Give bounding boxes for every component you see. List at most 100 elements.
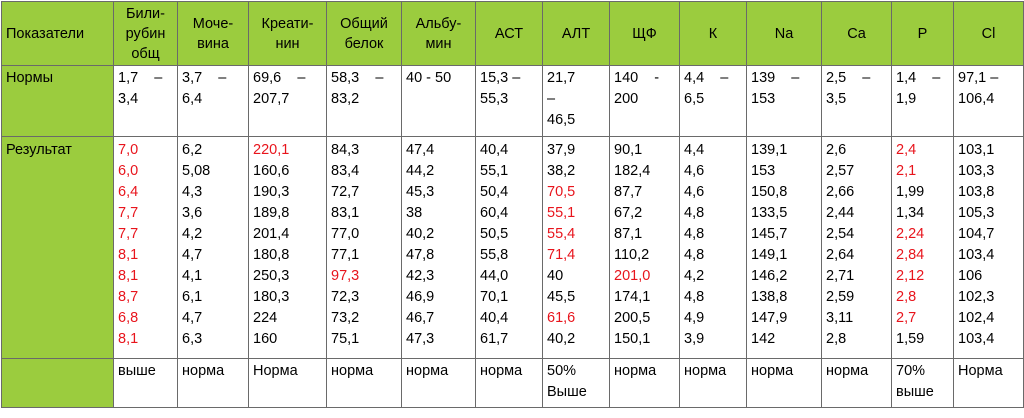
result-value: 40 — [547, 268, 564, 284]
conclusion-cell: норма — [821, 358, 892, 408]
result-cell: 2,4 2,1 1,99 1,34 2,24 2,84 2,12 2,8 2,7 1,59 — [891, 136, 954, 359]
result-value: 77,1 — [331, 247, 360, 263]
result-value-abnormal: 70,5 — [547, 184, 576, 200]
norm-cell: 1,7 – 3,4 — [113, 65, 178, 137]
result-value: 201,4 — [253, 226, 290, 242]
result-value-abnormal: 8,1 — [118, 247, 139, 263]
result-value: 83,1 — [331, 205, 360, 221]
result-cell: 47,4 44,2 45,3 38 40,2 47,8 42,3 46,9 46,7 47,3 — [401, 136, 476, 359]
header-row: Показатели Били- рубин общ Моче- вина Креа… — [1, 1, 1024, 66]
column-header-text: Na — [774, 25, 794, 42]
result-value-abnormal: 61,6 — [547, 310, 576, 326]
column-header: К — [679, 1, 747, 66]
result-value: 2,44 — [826, 205, 855, 221]
conclusion-cell-text: норма — [331, 363, 374, 379]
result-value: 133,5 — [751, 205, 788, 221]
result-value: 75,1 — [331, 331, 360, 347]
column-header: P — [891, 1, 954, 66]
result-value: 160 — [253, 331, 278, 347]
column-header: Моче- вина — [177, 1, 249, 66]
result-cell: 103,1 103,3 103,8 105,3 104,7 103,4 106 102,3 10… — [953, 136, 1024, 359]
norm-cell: 97,1 – 106,4 — [953, 65, 1024, 137]
conclusion-cell: Норма — [953, 358, 1024, 408]
conclusion-cell-text: норма — [480, 363, 523, 379]
result-value: 47,3 — [406, 331, 435, 347]
column-header-text: P — [917, 25, 928, 42]
norm-cell-text: 1,7 – 3,4 — [118, 70, 163, 107]
result-value-abnormal: 2,84 — [896, 247, 925, 263]
norm-cell: 140 - 200 — [609, 65, 680, 137]
norm-cell: 139 – 153 — [746, 65, 822, 137]
result-value-abnormal: 201,0 — [614, 268, 651, 284]
result-value: 47,8 — [406, 247, 435, 263]
result-value: 103,8 — [958, 184, 995, 200]
norm-cell-text: 4,4 – 6,5 — [684, 70, 729, 107]
column-header-text: АСТ — [494, 25, 524, 42]
result-value: 110,2 — [614, 247, 650, 263]
result-value: 44,0 — [480, 268, 509, 284]
column-header-text: К — [708, 25, 718, 42]
conclusion-cell: норма — [679, 358, 747, 408]
result-value: 250,3 — [253, 268, 290, 284]
result-value: 70,1 — [480, 289, 509, 305]
column-header-text: Общий белок — [340, 15, 388, 52]
column-header-text: Били- рубин общ — [125, 5, 166, 62]
conclusion-cell-text: норма — [406, 363, 449, 379]
result-value-abnormal: 6,0 — [118, 163, 139, 179]
result-value: 1,34 — [896, 205, 925, 221]
column-header: ЩФ — [609, 1, 680, 66]
result-value-abnormal: 2,7 — [896, 310, 917, 326]
result-cell: 7,0 6,0 6,4 7,7 7,7 8,1 8,1 8,7 6,8 8,1 — [113, 136, 178, 359]
result-value: 55,1 — [480, 163, 509, 179]
result-value: 2,66 — [826, 184, 855, 200]
result-value: 2,54 — [826, 226, 855, 242]
result-value: 4,9 — [684, 310, 705, 326]
result-cell: 40,4 55,1 50,4 60,4 50,5 55,8 44,0 70,1 40,4 61,7 — [475, 136, 543, 359]
column-header: Na — [746, 1, 822, 66]
conclusion-cell-text: норма — [684, 363, 727, 379]
norm-cell: 40 - 50 — [401, 65, 476, 137]
norm-cell: 2,5 – 3,5 — [821, 65, 892, 137]
result-cell: 6,2 5,08 4,3 3,6 4,2 4,7 4,1 6,1 4,7 6,3 — [177, 136, 249, 359]
conclusion-cell: норма — [746, 358, 822, 408]
result-value: 6,2 — [182, 142, 203, 158]
result-cell: 2,6 2,57 2,66 2,44 2,54 2,64 2,71 2,59 3,11 2,8 — [821, 136, 892, 359]
result-value: 2,64 — [826, 247, 855, 263]
result-value: 6,1 — [182, 289, 203, 305]
column-header-text: Моче- вина — [192, 15, 234, 52]
result-value: 46,9 — [406, 289, 435, 305]
result-value: 224 — [253, 310, 278, 326]
result-value: 138,8 — [751, 289, 788, 305]
norm-cell-text: 69,6 – 207,7 — [253, 70, 306, 107]
column-header-text: Cl — [981, 25, 996, 42]
result-value: 2,59 — [826, 289, 855, 305]
results-row: Результат 7,0 6,0 6,4 7,7 7,7 8,1 8,1 8,7 6,8 8,1… — [1, 136, 1024, 359]
column-header: АСТ — [475, 1, 543, 66]
result-value: 2,6 — [826, 142, 847, 158]
column-header-text: Ca — [847, 25, 866, 42]
result-value: 3,11 — [826, 310, 854, 326]
result-value-abnormal: 220,1 — [253, 142, 290, 158]
result-value: 4,1 — [182, 268, 203, 284]
result-value: 200,5 — [614, 310, 651, 326]
result-value: 106 — [958, 268, 983, 284]
norm-cell-text: 15,3 – 55,3 — [480, 70, 521, 107]
norm-cell: 1,4 – 1,9 — [891, 65, 954, 137]
conclusion-cell-text: норма — [751, 363, 794, 379]
result-value: 103,4 — [958, 331, 995, 347]
result-value: 182,4 — [614, 163, 651, 179]
result-value: 145,7 — [751, 226, 788, 242]
result-value: 4,2 — [684, 268, 705, 284]
norm-cell: 4,4 – 6,5 — [679, 65, 747, 137]
result-value: 102,3 — [958, 289, 995, 305]
conclusion-cell: 70% выше — [891, 358, 954, 408]
result-value: 60,4 — [480, 205, 509, 221]
result-value-abnormal: 97,3 — [331, 268, 360, 284]
result-value: 38,2 — [547, 163, 576, 179]
result-value-abnormal: 8,7 — [118, 289, 139, 305]
result-cell: 139,1 153 150,8 133,5 145,7 149,1 146,2 138,8 14… — [746, 136, 822, 359]
result-value: 87,7 — [614, 184, 643, 200]
column-header-text: АЛТ — [561, 25, 591, 42]
result-cell: 84,3 83,4 72,7 83,1 77,0 77,1 97,3 72,3 73,2 75,1 — [326, 136, 402, 359]
result-value: 40,4 — [480, 142, 509, 158]
